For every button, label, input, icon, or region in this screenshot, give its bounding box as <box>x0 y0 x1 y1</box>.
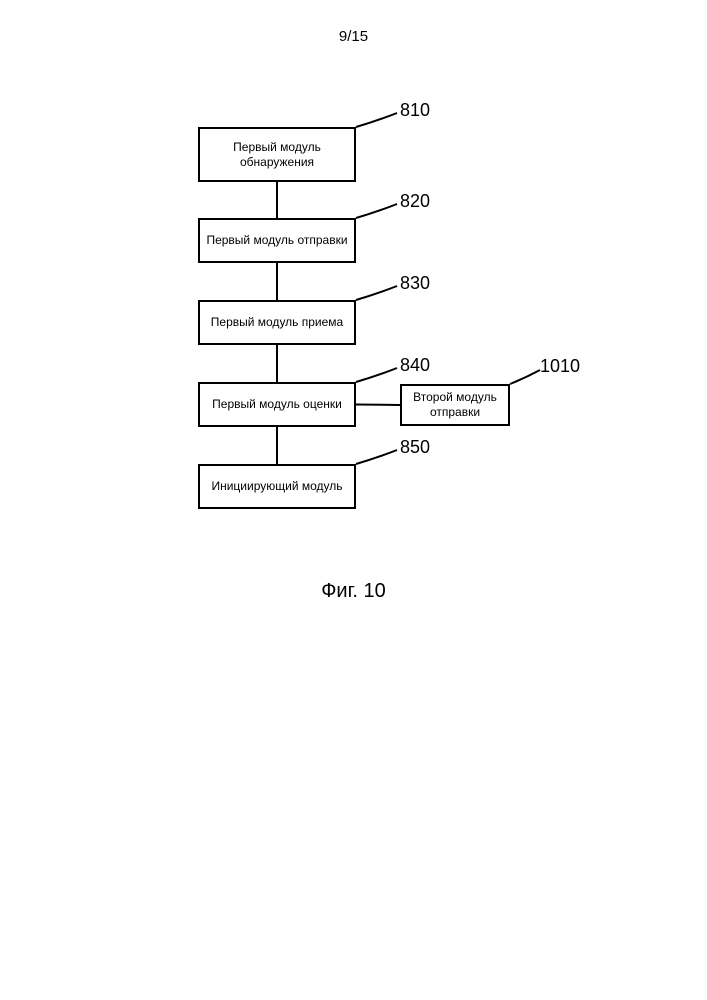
ref-810: 810 <box>400 100 430 121</box>
node-initiating-module: Инициирующий модуль <box>198 464 356 509</box>
node-first-receive-module: Первый модуль приема <box>198 300 356 345</box>
node-label: Первый модуль обнаружения <box>203 140 351 170</box>
ref-830: 830 <box>400 273 430 294</box>
node-label: Первый модуль отправки <box>206 233 347 248</box>
node-first-eval-module: Первый модуль оценки <box>198 382 356 427</box>
node-second-send-module: Второй модуль отправки <box>400 384 510 426</box>
node-label: Первый модуль оценки <box>212 397 342 412</box>
node-label: Инициирующий модуль <box>211 479 342 494</box>
ref-1010: 1010 <box>540 356 580 377</box>
node-label: Второй модуль отправки <box>405 390 505 420</box>
node-first-send-module: Первый модуль отправки <box>198 218 356 263</box>
ref-850: 850 <box>400 437 430 458</box>
node-label: Первый модуль приема <box>211 315 343 330</box>
page: 9/15 Первый модуль обнаружения Первый мо… <box>0 0 707 1000</box>
page-number: 9/15 <box>0 28 707 45</box>
ref-820: 820 <box>400 191 430 212</box>
node-first-detection-module: Первый модуль обнаружения <box>198 127 356 182</box>
ref-840: 840 <box>400 355 430 376</box>
figure-caption: Фиг. 10 <box>0 580 707 603</box>
